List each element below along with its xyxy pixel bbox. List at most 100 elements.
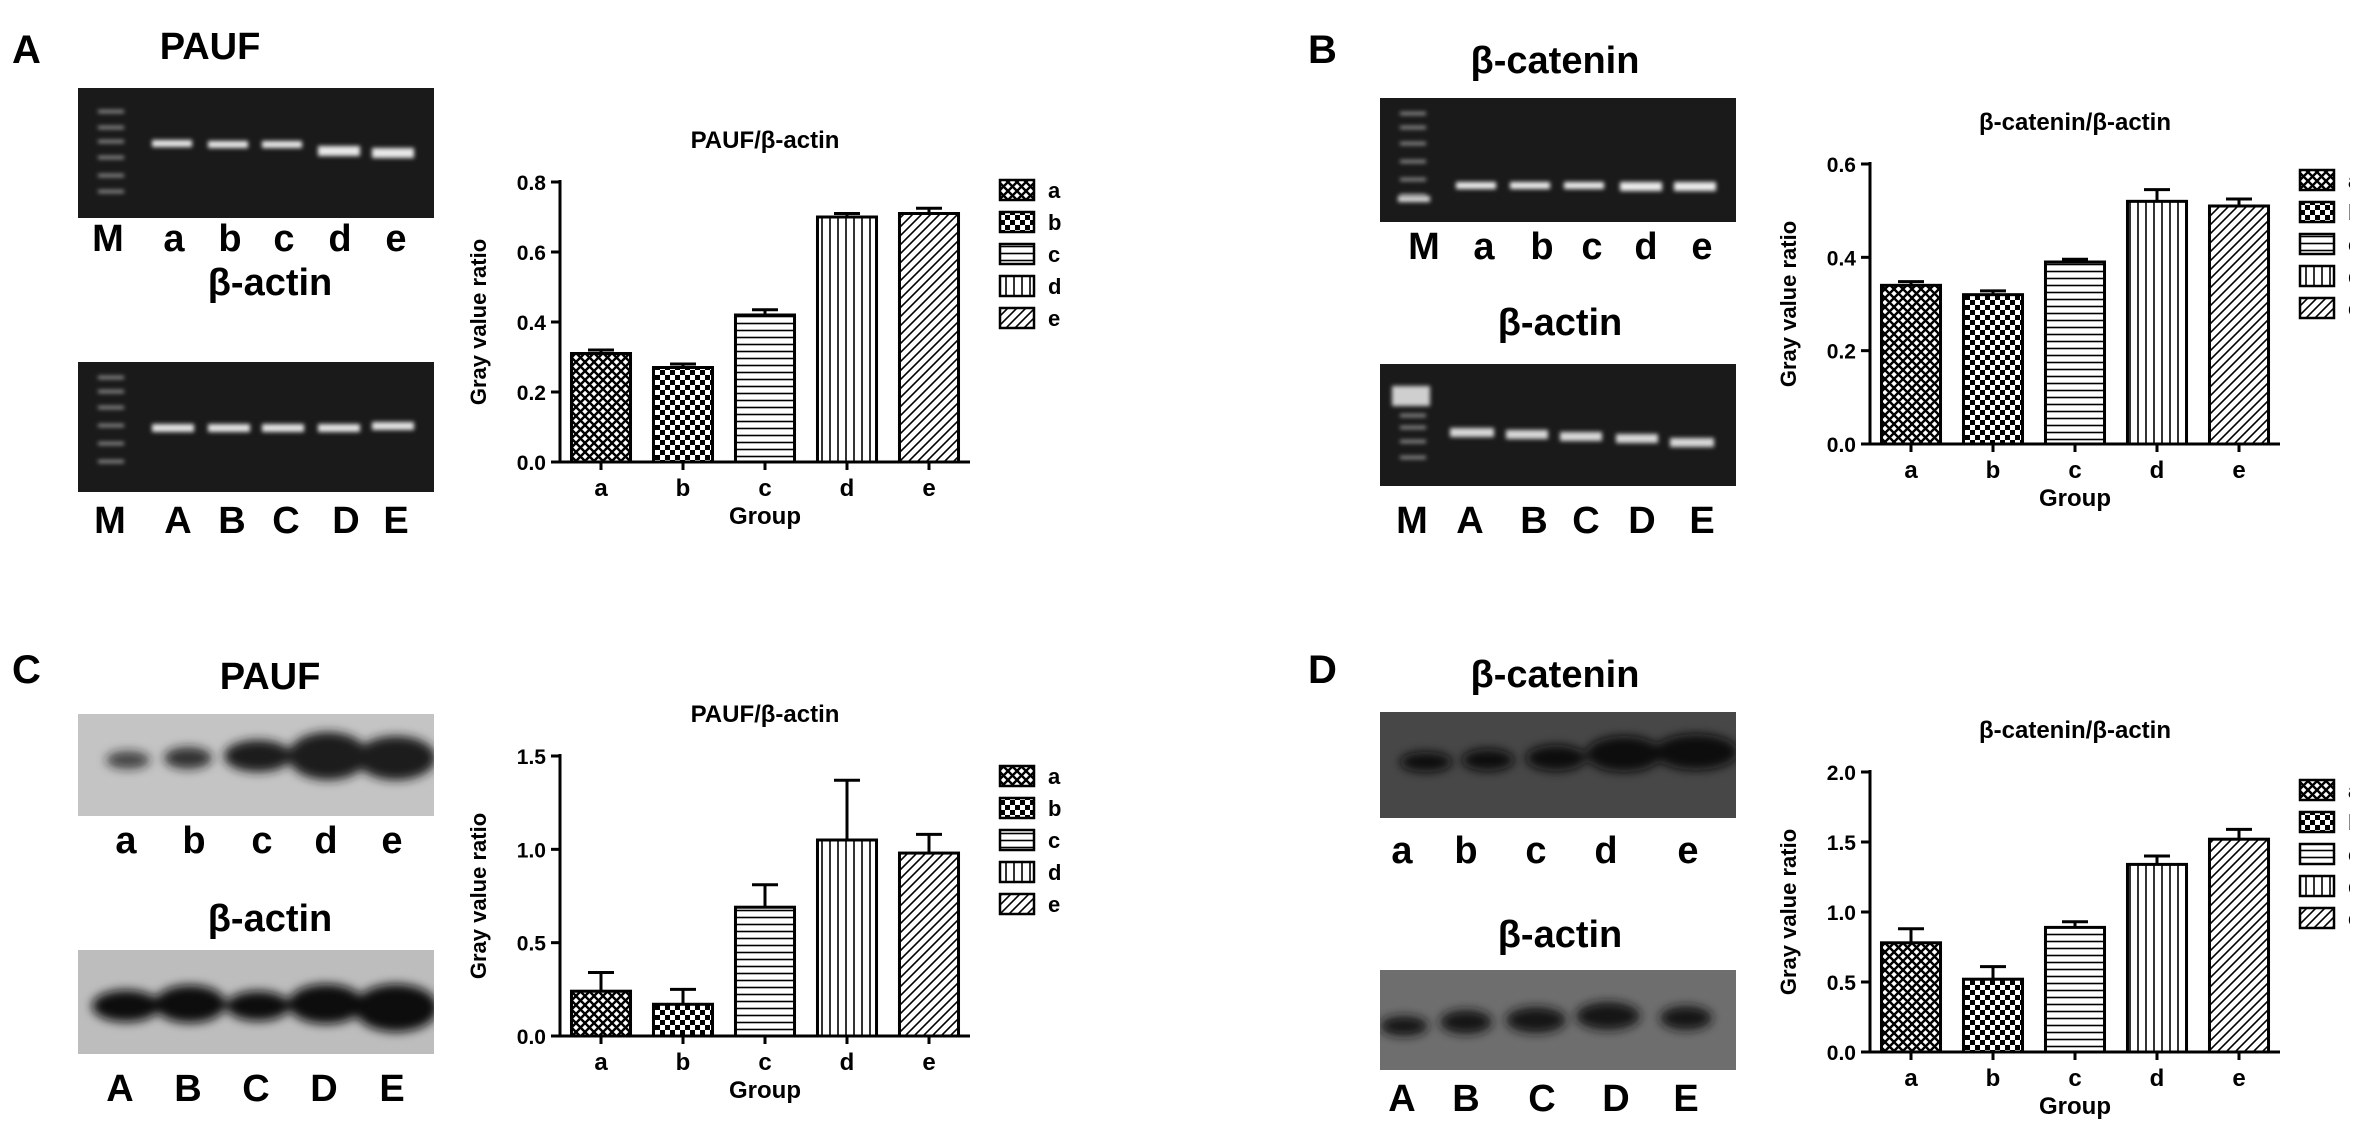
legend-label: c (2348, 232, 2350, 257)
y-tick-label: 0.0 (517, 452, 546, 475)
blot-title: PAUF (219, 656, 321, 698)
y-axis-label: Gray value ratio (466, 239, 491, 405)
lane-label: E (383, 500, 409, 542)
y-tick-label: 0.2 (1827, 341, 1856, 364)
x-axis-label: Group (2039, 485, 2111, 512)
blot-title: β-actin (1497, 914, 1623, 956)
legend-label: b (1048, 796, 1061, 821)
bar (2125, 862, 2189, 1054)
legend-swatch (998, 274, 1036, 298)
legend-swatch (2298, 778, 2336, 802)
lane-label: a (1473, 226, 1495, 268)
legend-swatch (998, 796, 1036, 820)
legend-label: a (2348, 168, 2350, 193)
legend-label: e (1048, 306, 1060, 331)
y-tick-label: 0.8 (517, 172, 547, 195)
lane-label: b (182, 820, 206, 862)
lane-label: b (1454, 830, 1478, 872)
lane-label: b (218, 218, 242, 260)
panel-letter: B (1308, 28, 1337, 72)
gel-image (78, 362, 434, 492)
lane-label: C (1572, 500, 1600, 542)
legend-label: e (2348, 296, 2350, 321)
lane-label: a (163, 218, 185, 260)
x-tick-label: a (594, 475, 608, 502)
legend-label: a (2348, 778, 2350, 803)
lane-labels: M A B C D E (1380, 500, 1736, 546)
x-tick-label: b (1986, 1065, 2001, 1092)
panel-letter: A (12, 28, 41, 72)
blot-image (1380, 712, 1736, 818)
bar (1879, 283, 1943, 446)
lane-label: a (1391, 830, 1413, 872)
lane-label: M (94, 500, 126, 542)
lane-labels: a b c d e (78, 820, 434, 866)
y-tick-label: 0.4 (1827, 247, 1857, 270)
lane-label: c (251, 820, 273, 862)
x-tick-label: d (840, 1049, 855, 1076)
legend-swatch (998, 242, 1036, 266)
lane-label: B (1520, 500, 1548, 542)
x-axis-label: Group (729, 1077, 801, 1104)
y-tick-label: 0.6 (517, 242, 546, 265)
gel-image (1380, 98, 1736, 222)
legend-label: c (1048, 242, 1060, 267)
lane-label: c (1581, 226, 1603, 268)
bar (651, 366, 715, 464)
gel-title: β-catenin (1470, 40, 1640, 82)
lane-label: E (1673, 1078, 1699, 1120)
x-tick-label: a (1904, 1065, 1918, 1092)
bar (733, 905, 797, 1038)
x-tick-label: a (1904, 457, 1918, 484)
legend-swatch (2298, 200, 2336, 224)
legend-label: e (2348, 906, 2350, 931)
lane-labels: M A B C D E (78, 500, 434, 546)
lane-label: e (385, 218, 407, 260)
legend-swatch (2298, 296, 2336, 320)
legend-swatch (2298, 874, 2336, 898)
legend-label: b (1048, 210, 1061, 235)
y-tick-label: 1.0 (1827, 902, 1856, 925)
gel-title: β-actin (207, 262, 333, 304)
chart-title: PAUF/β-actin (691, 701, 840, 728)
legend-label: d (2348, 264, 2350, 289)
lane-label: B (1452, 1078, 1480, 1120)
lane-label: D (310, 1068, 338, 1110)
legend-swatch (2298, 264, 2336, 288)
y-tick-label: 0.2 (517, 382, 546, 405)
legend-label: d (1048, 860, 1061, 885)
bar (1879, 941, 1943, 1054)
legend-label: c (2348, 842, 2350, 867)
x-axis-label: Group (729, 503, 801, 530)
legend-swatch (2298, 168, 2336, 192)
lane-label: E (379, 1068, 405, 1110)
lane-label: a (115, 820, 137, 862)
x-tick-label: b (676, 1049, 691, 1076)
bar (733, 313, 797, 464)
gel-title: β-actin (1497, 302, 1623, 344)
lane-label: e (381, 820, 403, 862)
lane-labels: a b c d e (1380, 830, 1736, 876)
legend-label: a (1048, 178, 1061, 203)
lane-label: d (328, 218, 352, 260)
lane-label: e (1691, 226, 1713, 268)
legend-swatch (2298, 842, 2336, 866)
y-tick-label: 0.0 (517, 1026, 546, 1049)
lane-label: b (1530, 226, 1554, 268)
legend-label: a (1048, 764, 1061, 789)
gel-title: PAUF (159, 26, 261, 68)
blot-image (78, 714, 434, 816)
lane-labels: A B C D E (78, 1068, 434, 1114)
gel-image (78, 88, 434, 218)
lane-label: D (1628, 500, 1656, 542)
blot-title: β-catenin (1470, 654, 1640, 696)
y-axis-label: Gray value ratio (466, 813, 491, 979)
bar (2207, 837, 2271, 1054)
bar (2125, 199, 2189, 446)
bar (651, 1002, 715, 1038)
lane-label: A (164, 500, 192, 542)
y-tick-label: 1.0 (517, 839, 546, 862)
y-tick-label: 0.0 (1827, 434, 1856, 457)
blot-title: β-actin (207, 898, 333, 940)
